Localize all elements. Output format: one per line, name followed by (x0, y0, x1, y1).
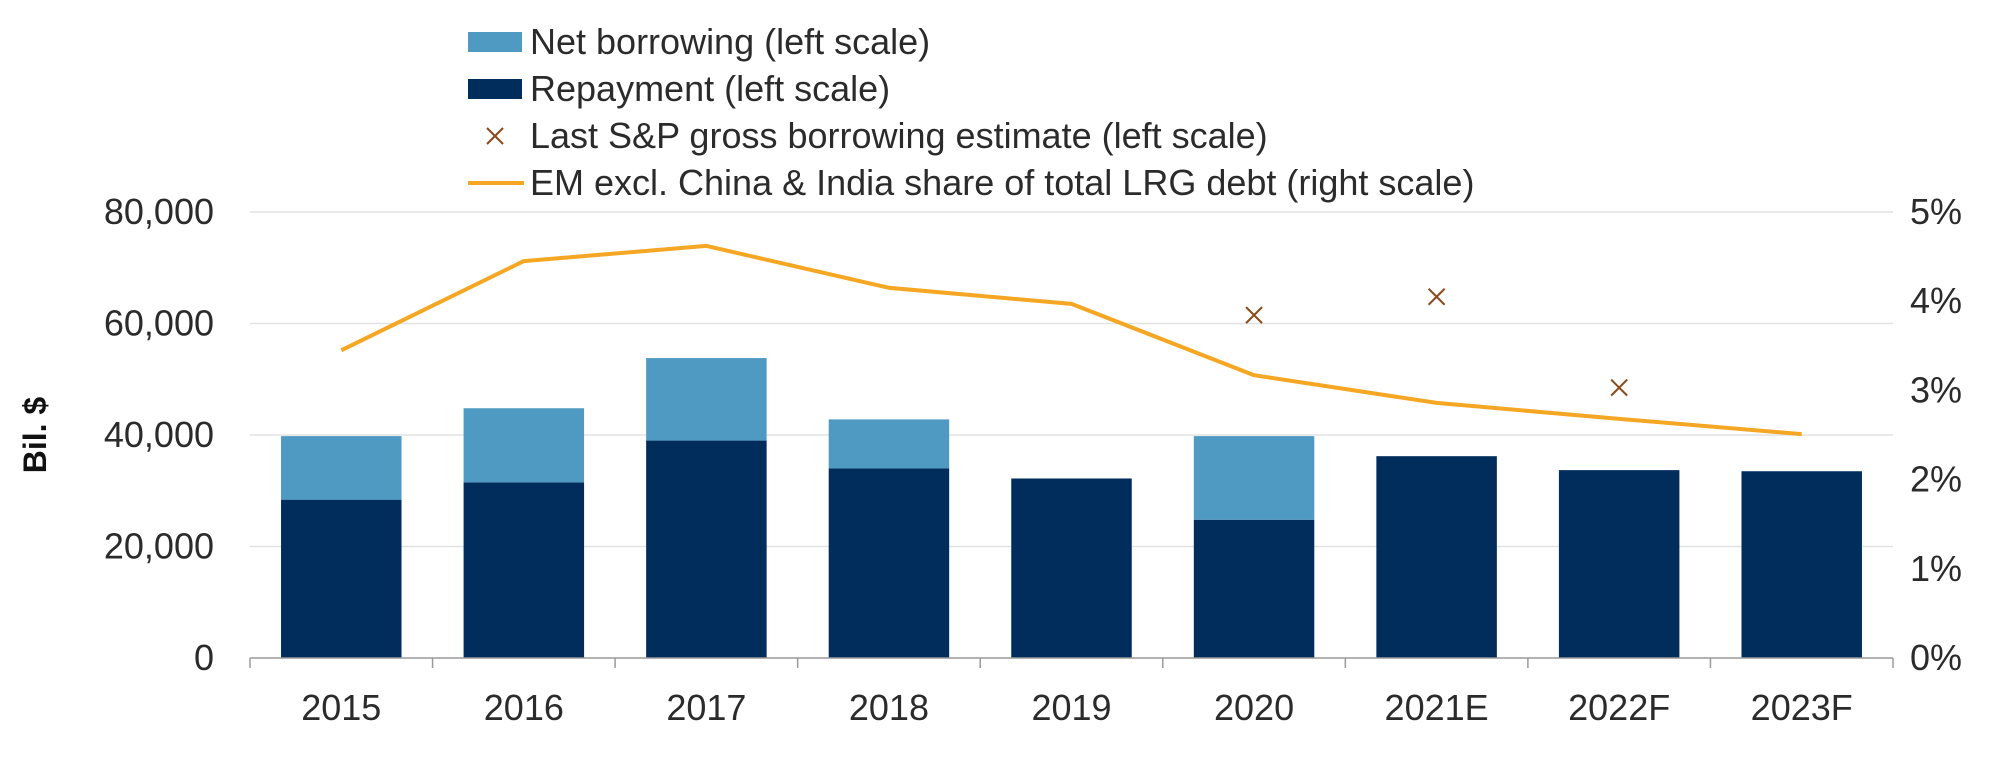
marker-estimate-2022F (1610, 378, 1628, 397)
legend-swatch (468, 79, 522, 99)
bar-repayment-2015 (281, 499, 402, 658)
x-tick-label: 2018 (849, 687, 929, 728)
bar-net-borrowing-2015 (281, 436, 402, 500)
right-tick-label: 4% (1910, 280, 1962, 321)
bar-net-borrowing-2017 (646, 358, 767, 441)
legend-label: Net borrowing (left scale) (530, 21, 930, 62)
legend: Net borrowing (left scale) Repayment (lef… (468, 21, 1474, 203)
x-tick-label: 2023F (1751, 687, 1853, 728)
right-tick-label: 3% (1910, 369, 1962, 410)
left-tick-label: 60,000 (104, 303, 214, 344)
legend-item: EM excl. China & India share of total LR… (468, 162, 1474, 203)
line-em-share (340, 243, 1802, 437)
bar-repayment-2020 (1193, 519, 1315, 658)
right-tick-label: 1% (1910, 548, 1962, 589)
bar-repayment-2022F (1558, 470, 1680, 658)
left-tick-label: 80,000 (104, 191, 214, 232)
legend-label: Last S&P gross borrowing estimate (left … (530, 115, 1268, 156)
x-tick-label: 2019 (1031, 687, 1111, 728)
left-axis-ticks: 0 20,000 40,000 60,000 80,000 (104, 191, 214, 678)
x-tick-label: 2020 (1214, 687, 1294, 728)
bar-net-borrowing-2020 (1193, 436, 1315, 520)
bar-repayment-2016 (463, 482, 585, 658)
marker-estimate-2020 (1245, 306, 1263, 324)
bar-repayment-2017 (646, 440, 767, 658)
legend-item: Net borrowing (left scale) (468, 21, 930, 62)
bar-repayment-2023F (1741, 471, 1862, 658)
legend-item: Last S&P gross borrowing estimate (left … (486, 115, 1268, 156)
estimate-markers (1245, 288, 1628, 397)
left-tick-label: 20,000 (104, 526, 214, 567)
x-tick-label: 2017 (666, 687, 746, 728)
legend-swatch (468, 32, 522, 52)
x-axis-ticks: 2015 2016 2017 2018 2019 2020 2021E 2022F 2023F (301, 687, 1853, 728)
x-tick-label: 2015 (301, 687, 381, 728)
x-tick-label: 2022F (1568, 687, 1670, 728)
x-tick-label: 2016 (484, 687, 564, 728)
share-line-layer (340, 243, 1802, 437)
bars (281, 358, 1862, 658)
left-tick-label: 0 (194, 637, 214, 678)
legend-marker (486, 127, 504, 145)
bar-repayment-2021E (1376, 456, 1497, 658)
bar-net-borrowing-2018 (828, 419, 950, 469)
legend-label: Repayment (left scale) (530, 68, 890, 109)
x-tick-label: 2021E (1385, 687, 1489, 728)
y-axis-title: Bil. $ (17, 397, 53, 474)
bar-net-borrowing-2016 (463, 408, 585, 483)
left-tick-label: 40,000 (104, 414, 214, 455)
marker-estimate-2021E (1427, 288, 1446, 306)
legend-item: Repayment (left scale) (468, 68, 890, 109)
legend-label: EM excl. China & India share of total LR… (530, 162, 1474, 203)
right-tick-label: 0% (1910, 637, 1962, 678)
bar-repayment-2019 (1011, 478, 1132, 658)
right-tick-label: 2% (1910, 459, 1962, 500)
axes (249, 657, 1894, 668)
right-axis-ticks: 0% 1% 2% 3% 4% 5% (1910, 191, 1962, 678)
right-tick-label: 5% (1910, 191, 1962, 232)
bar-repayment-2018 (828, 468, 950, 658)
